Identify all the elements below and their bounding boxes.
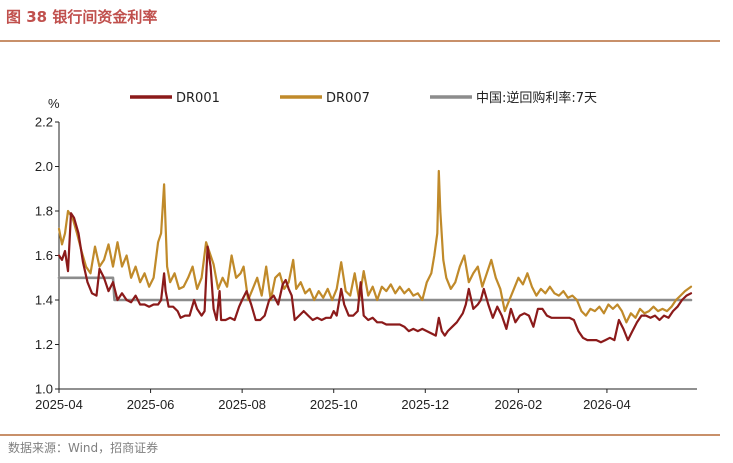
title-divider [0,40,720,42]
series-layer [57,169,693,344]
legend-label: DR001 [176,91,220,106]
x-tick-label: 2025-10 [310,397,358,412]
y-tick-label: 1.8 [35,204,53,219]
x-tick-label: 2025-12 [401,397,449,412]
footer-divider [0,434,720,436]
figure-title: 图 38 银行间资金利率 [6,8,158,26]
source-note: 数据来源：Wind，招商证券 [8,441,159,455]
y-tick-label: 2.2 [35,115,53,130]
legend: DR001 DR007 中国:逆回购利率:7天 [130,90,597,106]
y-tick-label: 1.0 [35,382,53,397]
x-axis: 2025-04 2025-06 2025-08 2025-10 2025-12 2026-… [35,388,697,412]
y-tick-label: 1.6 [35,248,53,263]
legend-label: DR007 [326,91,370,106]
x-tick-label: 2025-06 [127,397,175,412]
x-tick-label: 2026-02 [495,397,543,412]
y-tick-label: 2.0 [35,159,53,174]
x-tick-label: 2026-04 [583,397,631,412]
y-axis-unit: % [48,96,60,111]
y-tick-label: 1.2 [35,337,53,352]
dr001-line [57,212,693,344]
dr007-line [57,169,693,324]
y-axis: 1.0 1.2 1.4 1.6 1.8 2.0 2.2 [35,115,60,397]
legend-label: 中国:逆回购利率:7天 [476,90,597,106]
y-tick-label: 1.4 [35,293,53,308]
x-tick-label: 2025-04 [35,397,83,412]
x-tick-label: 2025-08 [218,397,266,412]
